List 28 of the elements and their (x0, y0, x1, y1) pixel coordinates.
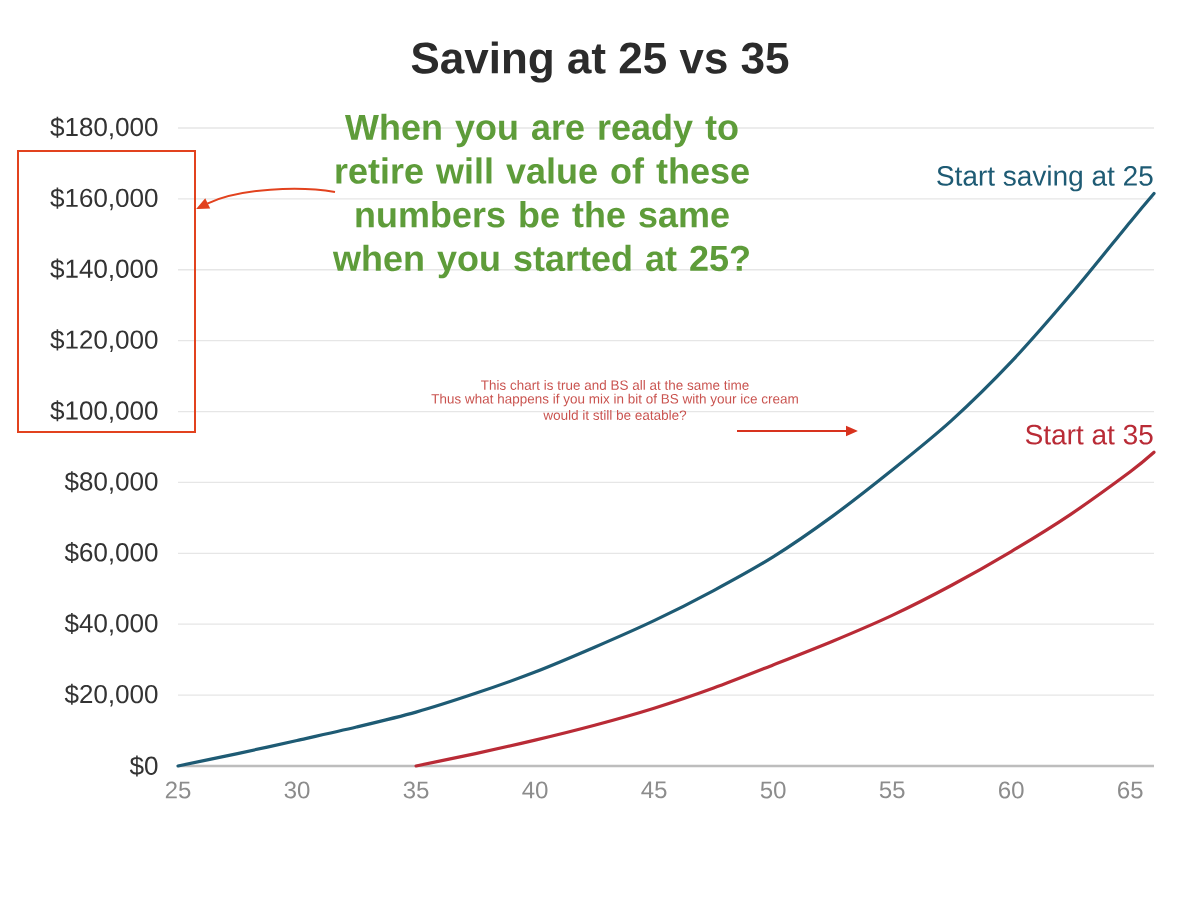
chart-title: Saving at 25 vs 35 (411, 41, 789, 83)
y-tick-label: $180,000 (50, 116, 158, 140)
x-tick-label: 30 (284, 781, 310, 799)
line-series (414, 450, 1156, 768)
y-tick-label: $20,000 (64, 683, 158, 707)
x-tick-label: 45 (641, 781, 667, 799)
series-label: Start at 35 (1025, 424, 1153, 445)
series-label: Start saving at 25 (937, 165, 1153, 192)
y-tick-label: $40,000 (64, 612, 158, 636)
y-tick-label: $80,000 (64, 471, 158, 494)
y-tick-label: $140,000 (50, 258, 158, 282)
y-tick-label: $100,000 (50, 400, 158, 423)
x-tick-label: 25 (165, 781, 191, 799)
x-tick-label: 40 (522, 781, 548, 799)
y-tick-label: $120,000 (50, 329, 158, 352)
line-series (176, 191, 1156, 768)
y-tick-label: $0 (129, 755, 158, 777)
y-tick-label: $60,000 (64, 542, 158, 565)
x-tick-label: 60 (999, 781, 1024, 799)
x-tick-label: 50 (760, 781, 786, 799)
annotation: Thus what happens if you mix in bit of BS with your ice cream (431, 393, 798, 407)
annotation: would it still be eatable? (543, 410, 687, 420)
annotation: This chart is true and BS all at the same time (480, 380, 749, 390)
y-tick-label: $160,000 (50, 187, 158, 211)
x-tick-label: 65 (1118, 781, 1143, 799)
x-tick-label: 35 (403, 781, 429, 799)
annotation: When you are ready to retire will value of these numbers be the same when you started at 25? (332, 113, 749, 279)
x-tick-label: 55 (879, 781, 905, 799)
